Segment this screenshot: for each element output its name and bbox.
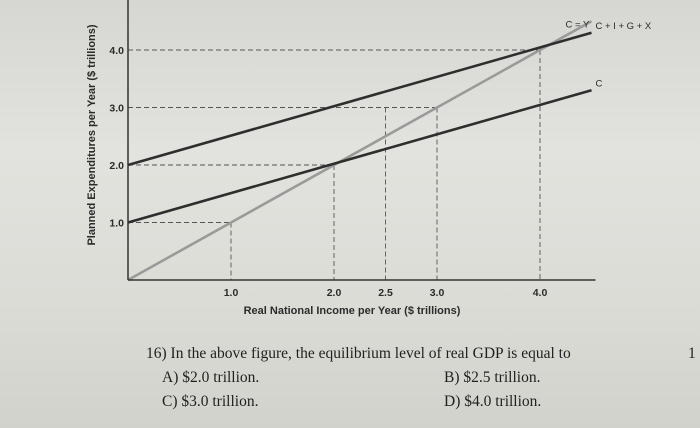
x-tick-label-3: 3.0 — [430, 287, 445, 299]
y-axis-title: Planned Expenditures per Year ($ trillio… — [86, 24, 98, 245]
series-lines — [127, 20, 593, 282]
series-line-c — [127, 88, 592, 224]
option-b[interactable]: B) $2.5 trillion. — [444, 369, 541, 386]
x-tick-label-4: 4.0 — [533, 287, 548, 299]
series-label-c-y: C = Y — [566, 19, 591, 30]
x-tick-label-1: 2.0 — [327, 287, 342, 299]
page-number: 1 — [688, 345, 696, 362]
y-tick-label-0: 1.0 — [109, 218, 124, 230]
option-d[interactable]: D) $4.0 trillion. — [444, 393, 542, 410]
x-axis-title: Real National Income per Year ($ trillio… — [244, 305, 461, 317]
series-line-c-y — [127, 20, 593, 282]
option-c[interactable]: C) $3.0 trillion. — [162, 393, 259, 410]
series-line-c-i-g-x — [127, 31, 592, 167]
y-tick-label-2: 3.0 — [109, 103, 124, 115]
x-tick-label-2: 2.5 — [378, 287, 393, 299]
x-tick-label-0: 1.0 — [224, 287, 239, 299]
option-a[interactable]: A) $2.0 trillion. — [162, 369, 260, 386]
series-label-c: C — [596, 78, 603, 89]
question-stem: 16) In the above figure, the equilibrium… — [146, 345, 571, 362]
series-label-c-i-g-x: C + I + G + X — [596, 21, 652, 32]
tick-labels: 1.0 2.0 2.5 3.0 4.0 1.0 2.0 3.0 4.0 — [109, 45, 547, 299]
series-labels: C = Y C + I + G + X C — [566, 19, 652, 89]
y-tick-label-1: 2.0 — [109, 160, 124, 172]
y-tick-label-3: 4.0 — [109, 45, 124, 57]
chart: 1.0 2.0 2.5 3.0 4.0 1.0 2.0 3.0 4.0 C = Y C + I +… — [86, 0, 652, 317]
